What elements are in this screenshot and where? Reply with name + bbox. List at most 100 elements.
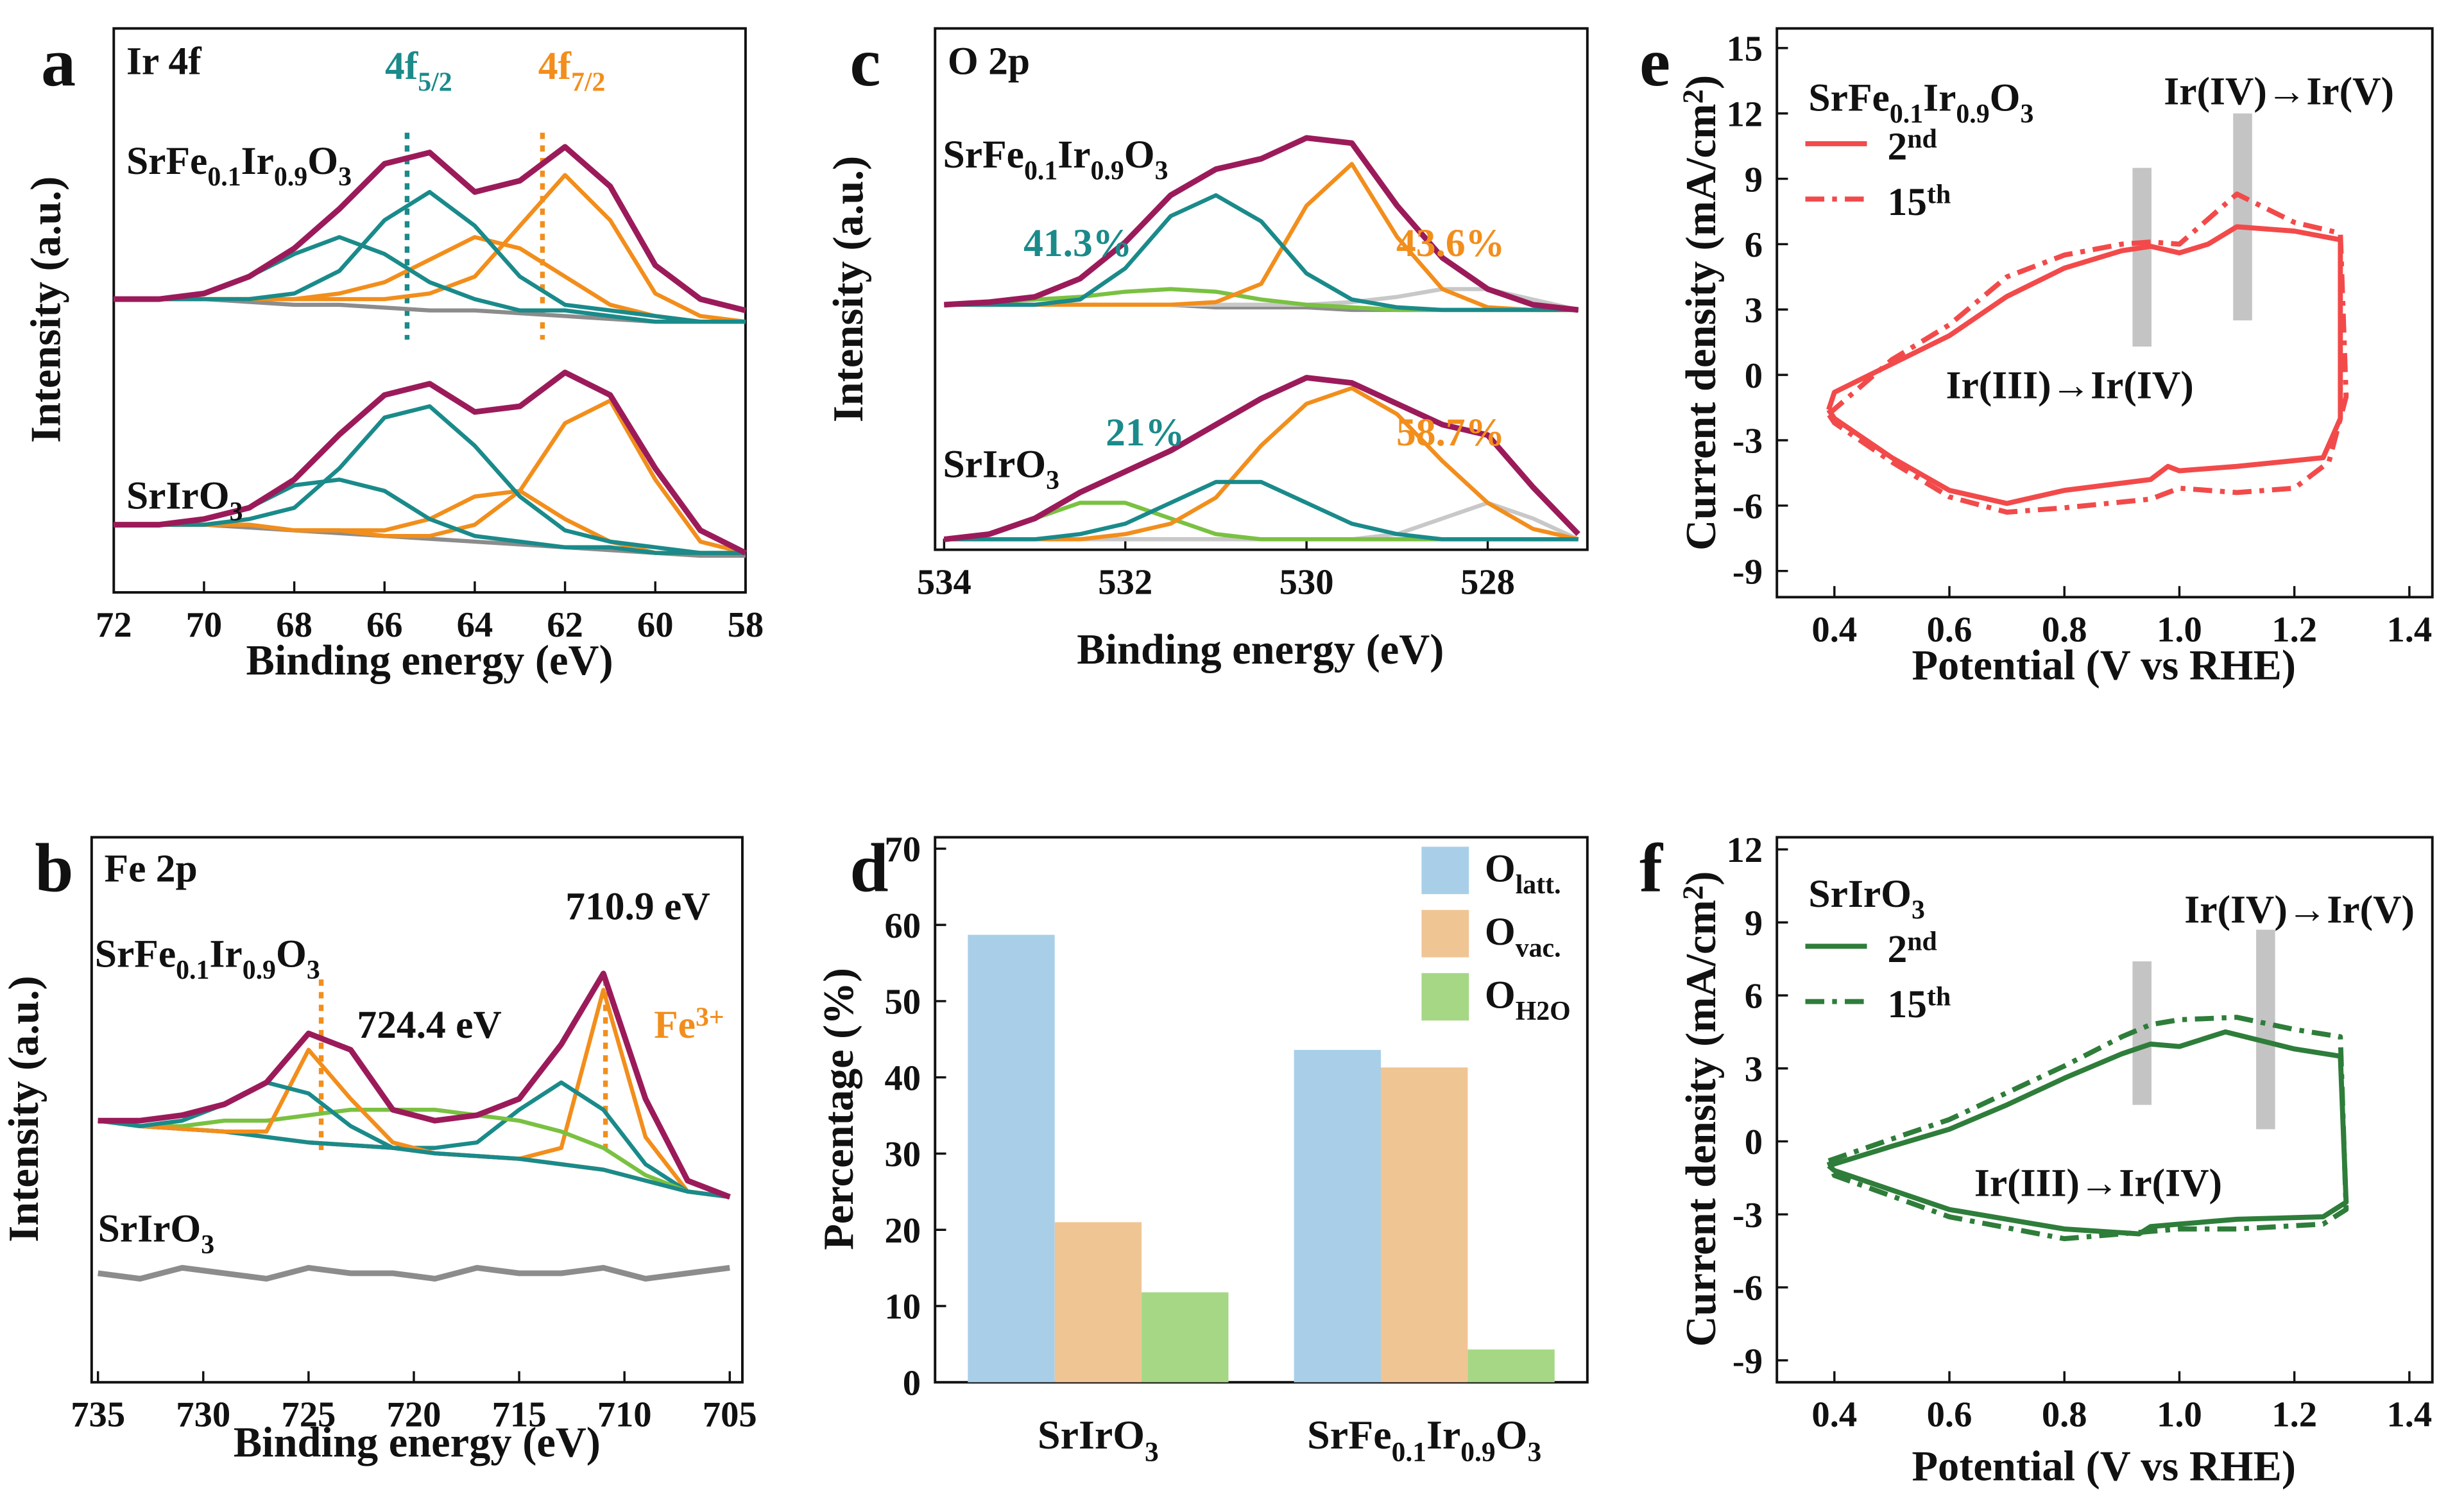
- legend-label: 15th: [1888, 983, 1951, 1026]
- legend-label: 15th: [1888, 180, 1951, 223]
- legend-swatch: [1421, 909, 1469, 958]
- annotation: Fe 2p: [105, 847, 198, 890]
- x-tick-label: 0.4: [1811, 1395, 1857, 1435]
- annotation: O 2p: [948, 40, 1030, 83]
- panel: f 0.4 0.6 0.8 1.0 1.2 1.4 12 9 6 3 0 -3 -6 -9 Potential…: [1639, 829, 2434, 1490]
- y-tick-label: -9: [1733, 552, 1763, 592]
- annotation: Ir(III)→Ir(IV): [1974, 1161, 2222, 1205]
- x-axis-label: Potential (V vs RHE): [1912, 1443, 2296, 1490]
- bar: [1467, 1349, 1555, 1382]
- x-tick-label: 62: [547, 605, 583, 645]
- panel: a 72 70 68 66 64 62 60 58 Binding energy (eV) Inte…: [23, 24, 764, 684]
- y-tick-label: -3: [1733, 1196, 1763, 1235]
- plot-frame: [90, 836, 744, 1384]
- y-tick-label: 12: [1726, 830, 1763, 870]
- y-tick-label: 60: [884, 906, 921, 946]
- x-axis-label: Binding energy (eV): [1077, 626, 1444, 673]
- panel-letter: f: [1639, 829, 1664, 906]
- x-tick-label: 710: [597, 1395, 652, 1435]
- y-tick-label: 0: [1745, 356, 1763, 396]
- spectrum-line: [98, 970, 731, 1200]
- y-tick-label: 3: [1745, 291, 1763, 331]
- spectrum-line: [944, 479, 1579, 542]
- x-axis-label: Binding energy (eV): [246, 637, 613, 684]
- annotation: Ir(IV)→Ir(V): [2164, 69, 2394, 113]
- plot-frame: [1775, 27, 2434, 599]
- plot-frame: [934, 27, 1589, 551]
- peak-highlight: [2132, 168, 2152, 347]
- legend-label: 2nd: [1888, 927, 1937, 971]
- legend-label: Ovac.: [1485, 910, 1561, 963]
- x-tick-label: 66: [366, 605, 403, 645]
- x-tick-label: SrIrO3: [1038, 1412, 1159, 1467]
- panel: b 735 730 725 720 715 710 705 Binding energy (eV…: [1, 829, 757, 1466]
- y-tick-label: 9: [1745, 904, 1763, 943]
- legend-label: OH2O: [1485, 973, 1571, 1026]
- x-tick-label: 0.6: [1927, 1395, 1972, 1435]
- y-tick-label: 3: [1745, 1049, 1763, 1089]
- x-tick-label: 1.0: [2157, 1395, 2202, 1435]
- x-tick-label: 528: [1460, 563, 1515, 603]
- y-tick-label: -9: [1733, 1341, 1763, 1381]
- panel: c 534 532 530 528 Binding energy (eV) Intensit…: [825, 24, 1589, 673]
- annotation: 41.3%: [1023, 221, 1132, 265]
- y-tick-label: 15: [1726, 30, 1763, 69]
- legend-swatch: [1421, 973, 1469, 1021]
- x-tick-label: 0.8: [2042, 1395, 2087, 1435]
- sample-label: SrIrO3: [98, 1207, 215, 1260]
- sample-label: SrFe0.1Ir0.9O3: [95, 932, 320, 984]
- x-axis-label: Potential (V vs RHE): [1912, 642, 2296, 689]
- bar: [1294, 1049, 1381, 1382]
- x-tick-label: 1.4: [2386, 1395, 2432, 1435]
- x-tick-label: 720: [387, 1395, 441, 1435]
- spectrum-line: [114, 189, 746, 324]
- annotation: Ir(IV)→Ir(V): [2184, 888, 2415, 931]
- y-axis-label: Intensity (a.u.): [825, 156, 872, 422]
- y-axis-label: Current density (mA/cm2): [1677, 871, 1725, 1346]
- x-tick-label: 72: [96, 605, 132, 645]
- spectrum-line: [98, 1107, 730, 1199]
- bar: [1054, 1222, 1142, 1382]
- spectrum-line: [114, 369, 747, 556]
- x-tick-label: 725: [281, 1395, 336, 1435]
- x-tick-label: 534: [917, 563, 971, 603]
- spectrum-line: [944, 193, 1579, 313]
- sample-label: SrFe0.1Ir0.9O3: [126, 139, 352, 192]
- x-axis-label: Binding energy (eV): [234, 1419, 601, 1466]
- x-tick-label: 532: [1098, 563, 1152, 603]
- annotation: 21%: [1106, 411, 1185, 454]
- x-tick-label: SrFe0.1Ir0.9O3: [1307, 1412, 1541, 1467]
- y-tick-label: -6: [1733, 487, 1763, 527]
- x-tick-label: 64: [457, 605, 493, 645]
- annotation: SrIrO3: [1808, 872, 1925, 925]
- y-tick-label: 50: [884, 983, 921, 1022]
- panel-letter: e: [1639, 24, 1670, 101]
- x-tick-label: 58: [728, 605, 764, 645]
- annotation: 43.6%: [1396, 221, 1505, 265]
- x-tick-label: 68: [276, 605, 312, 645]
- panel-letter: d: [850, 829, 888, 906]
- x-tick-label: 0.4: [1811, 610, 1857, 649]
- panel-letter: b: [35, 829, 73, 906]
- y-axis-label: Intensity (a.u.): [23, 176, 70, 443]
- legend-label: 2nd: [1888, 125, 1937, 168]
- annotation: 4f7/2: [538, 44, 606, 97]
- cv-line: [1826, 191, 2349, 515]
- annotation: 710.9 eV: [565, 885, 710, 929]
- annotation: Ir 4f: [126, 40, 202, 83]
- x-tick-label: 735: [71, 1395, 125, 1435]
- y-tick-label: 6: [1745, 977, 1763, 1017]
- annotation: 724.4 eV: [357, 1003, 502, 1047]
- x-tick-label: 1.0: [2157, 610, 2202, 649]
- x-tick-label: 60: [637, 605, 674, 645]
- panel: d 0 10 20 30 40 50 60 70 Percentage (%) SrIrO3 SrFe…: [816, 829, 1589, 1467]
- y-tick-label: 0: [1745, 1122, 1763, 1162]
- sample-label: SrFe0.1Ir0.9O3: [943, 133, 1168, 185]
- spectrum-line: [944, 135, 1579, 313]
- annotation: SrFe0.1Ir0.9O3: [1808, 76, 2033, 128]
- bar: [968, 934, 1055, 1382]
- y-tick-label: 9: [1745, 160, 1763, 200]
- annotation: 4f5/2: [385, 44, 452, 97]
